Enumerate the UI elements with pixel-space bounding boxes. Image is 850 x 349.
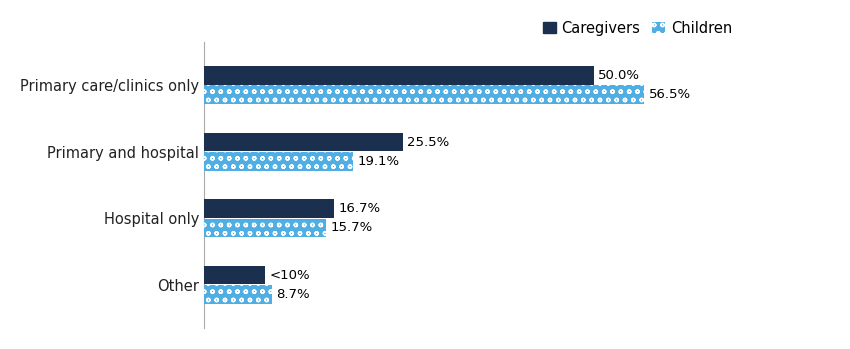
Text: <10%: <10% — [269, 269, 310, 282]
Bar — [204, 199, 334, 218]
Bar — [204, 86, 644, 104]
Text: 50.0%: 50.0% — [598, 69, 640, 82]
Bar — [204, 152, 353, 171]
Bar — [204, 86, 644, 104]
Bar — [204, 133, 403, 151]
Bar — [204, 218, 326, 237]
Legend: Caregivers, Children: Caregivers, Children — [536, 15, 738, 42]
Bar — [204, 66, 593, 85]
Text: 19.1%: 19.1% — [358, 155, 399, 168]
Bar — [204, 285, 272, 304]
Text: 8.7%: 8.7% — [276, 288, 310, 301]
Bar — [204, 218, 326, 237]
Bar — [204, 285, 272, 304]
Text: 16.7%: 16.7% — [339, 202, 381, 215]
Text: 56.5%: 56.5% — [649, 88, 691, 101]
Text: 15.7%: 15.7% — [331, 221, 373, 235]
Text: 25.5%: 25.5% — [407, 135, 450, 149]
Bar — [204, 152, 353, 171]
Bar — [204, 266, 264, 284]
